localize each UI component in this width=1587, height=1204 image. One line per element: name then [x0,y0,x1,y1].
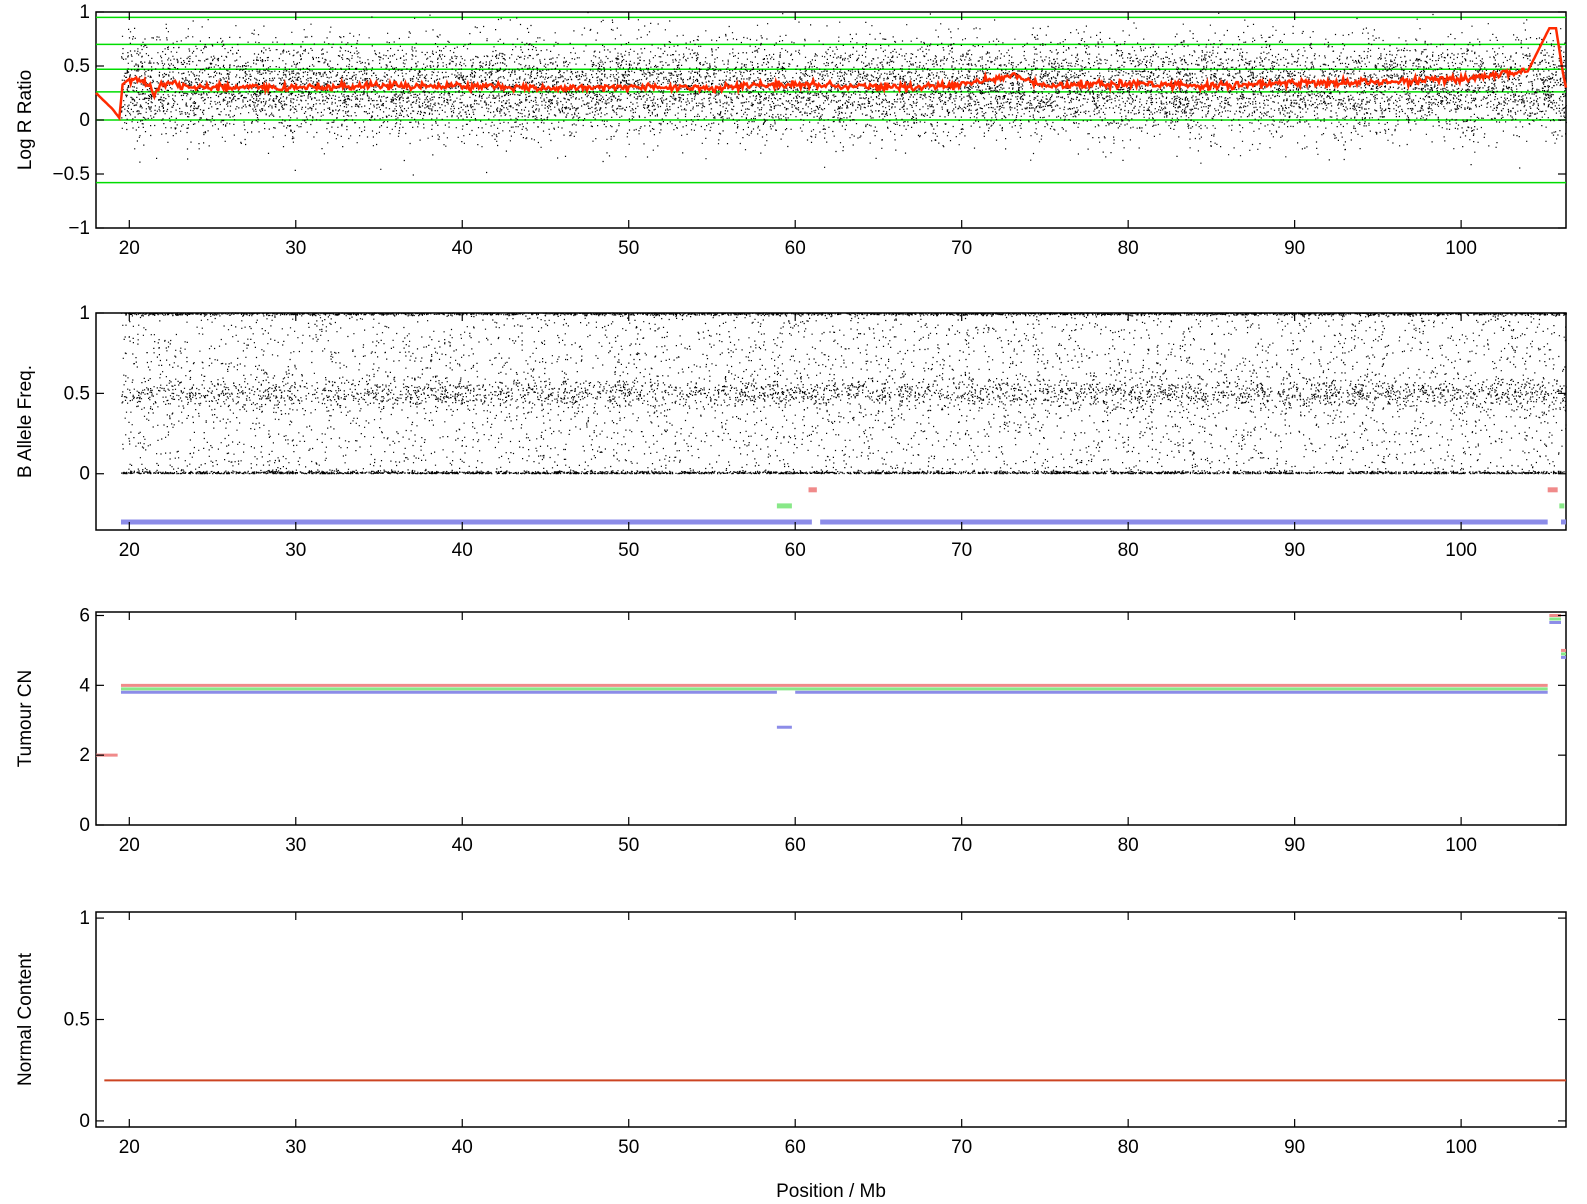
x-tick-label: 100 [1445,1137,1477,1158]
x-tick-label: 30 [285,238,306,259]
y-axis-title: Normal Content [15,952,36,1086]
x-tick-label: 60 [785,238,806,259]
x-tick-label: 80 [1118,540,1139,561]
y-tick-label: 0 [79,110,90,131]
x-tick-label: 80 [1118,238,1139,259]
x-tick-label: 40 [452,1137,473,1158]
x-tick-label: 90 [1284,540,1305,561]
x-tick-label: 50 [618,540,639,561]
y-tick-label: 0 [79,815,90,836]
x-tick-label: 60 [785,1137,806,1158]
x-tick-label: 20 [119,540,140,561]
x-tick-label: 50 [618,1137,639,1158]
x-tick-label: 30 [285,1137,306,1158]
x-tick-label: 70 [951,1137,972,1158]
x-tick-label: 40 [452,238,473,259]
data-points [121,312,1567,475]
segment-line [95,26,1568,122]
plot-frame [95,911,1567,1128]
y-tick-label: 0.5 [64,1010,90,1031]
x-tick-label: 70 [951,238,972,259]
x-tick-label: 100 [1445,835,1477,856]
x-tick-label: 90 [1284,835,1305,856]
y-tick-label: 4 [79,675,90,696]
x-tick-label: 100 [1445,540,1477,561]
panel-tumour-cn: 20 30 40 50 60 70 80 90 100 0 2 4 6 Tumour CN [15,605,1567,856]
y-tick-label: 1 [79,303,90,324]
x-tick-label: 70 [951,835,972,856]
x-tick-label: 80 [1118,835,1139,856]
y-tick-label: 0 [79,464,90,485]
y-tick-label: 0.5 [64,383,90,404]
x-tick-label: 20 [119,1137,140,1158]
plot-frame [95,312,1567,531]
x-tick-label: 30 [285,835,306,856]
y-tick-label: −0.5 [52,164,90,185]
x-tick-label: 50 [618,238,639,259]
x-axis-title: Position / Mb [776,1181,886,1202]
y-axis-title: Tumour CN [15,670,36,767]
y-tick-label: 0 [79,1111,90,1132]
x-tick-label: 80 [1118,1137,1139,1158]
x-tick-label: 70 [951,540,972,561]
x-tick-label: 20 [119,238,140,259]
x-tick-label: 50 [618,835,639,856]
x-tick-label: 30 [285,540,306,561]
x-tick-label: 100 [1445,238,1477,259]
y-tick-label: 2 [79,745,90,766]
x-tick-label: 40 [452,540,473,561]
plot-frame [95,611,1567,826]
y-tick-label: −1 [68,218,90,239]
y-tick-label: 1 [79,2,90,23]
y-tick-label: 6 [79,605,90,626]
x-tick-label: 90 [1284,1137,1305,1158]
x-tick-label: 90 [1284,238,1305,259]
y-axis-title: Log R Ratio [15,70,36,170]
y-axis-title: B Allele Freq. [15,365,36,478]
x-tick-label: 20 [119,835,140,856]
x-tick-label: 60 [785,540,806,561]
panel-normal-content: 20 30 40 50 60 70 80 90 100 0 0.5 1 Normal Content [15,908,1567,1158]
panel-log-r-ratio: 20 30 40 50 60 70 80 90 100 −1 −0.5 0 0.5 1 Log R Rati… [15,2,1568,259]
x-tick-label: 40 [452,835,473,856]
y-tick-label: 1 [79,908,90,929]
data-points [121,11,1567,176]
y-tick-label: 0.5 [64,56,90,77]
panel-b-allele-freq: 20 30 40 50 60 70 80 90 100 0 0.5 1 B Allele Freq. [15,303,1567,561]
x-tick-label: 60 [785,835,806,856]
